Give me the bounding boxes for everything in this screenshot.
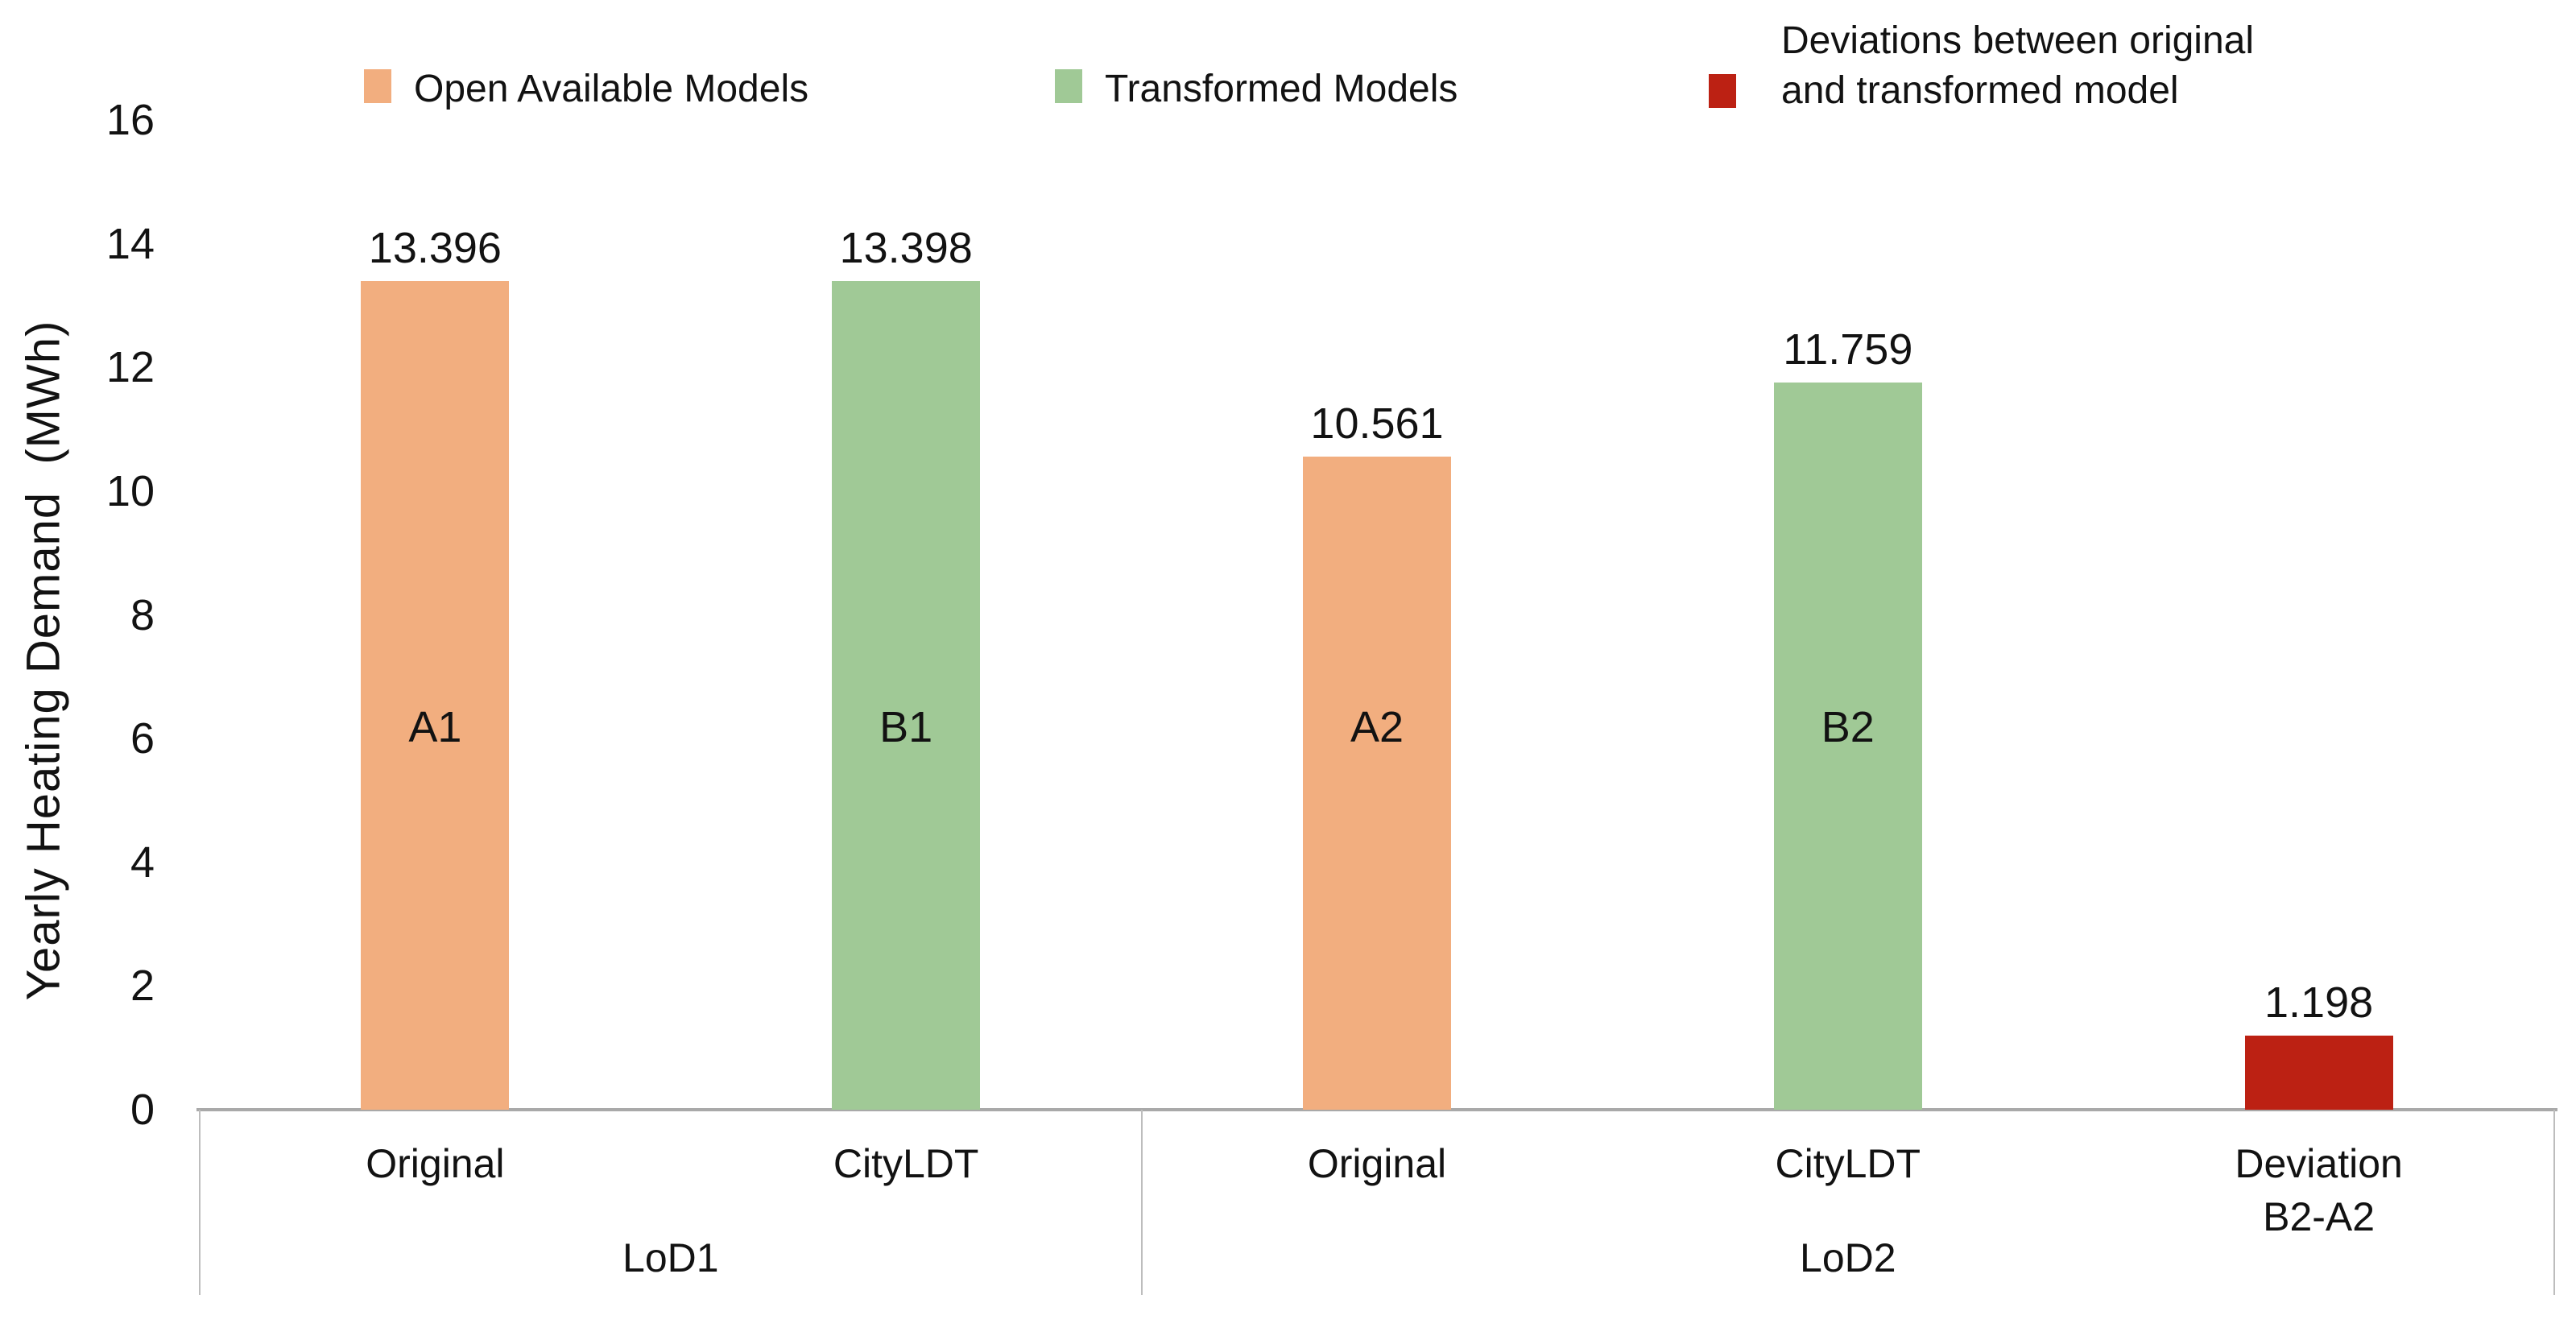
- bar-A1: [361, 281, 510, 1110]
- group-label-lod2: LoD2: [1800, 1235, 1896, 1280]
- category-label: Deviation B2-A2: [2235, 1141, 2403, 1239]
- bar-inner-label: A2: [1350, 703, 1404, 751]
- legend-label-open-available: Open Available Models: [414, 68, 809, 110]
- y-tick-label: 16: [105, 96, 155, 144]
- y-tick-label: 0: [130, 1086, 155, 1134]
- bar-value-label: 10.561: [1310, 399, 1444, 448]
- bar-inner-label: B1: [879, 703, 933, 751]
- bar-value-label: 13.398: [839, 223, 973, 272]
- group-divider: [1140, 1110, 1143, 1295]
- y-axis-title: Yearly Heating Demand (MWh): [17, 320, 70, 1001]
- bar-A2: [1303, 456, 1451, 1110]
- group-divider: [199, 1110, 201, 1295]
- bar-B1: [832, 280, 981, 1110]
- x-axis-line: [196, 1108, 2557, 1111]
- bar-value-label: 11.759: [1783, 325, 1913, 374]
- bar-B2: [1773, 382, 1922, 1110]
- legend-swatch-deviations: [1709, 74, 1736, 108]
- y-tick-label: 2: [130, 962, 155, 1011]
- category-label: CityLDT: [1775, 1141, 1921, 1186]
- y-tick-label: 10: [105, 466, 155, 515]
- y-tick-label: 12: [105, 343, 155, 392]
- bar-value-label: 13.396: [368, 224, 502, 273]
- legend-label-deviations: Deviations between original and transfor…: [1781, 19, 2255, 112]
- group-label-lod1: LoD1: [622, 1235, 719, 1280]
- bar-deviation: [2244, 1035, 2393, 1110]
- category-label: Original: [1307, 1141, 1447, 1186]
- legend-swatch-transformed: [1055, 69, 1082, 103]
- bar-inner-label: A1: [408, 703, 462, 751]
- category-label: CityLDT: [833, 1141, 979, 1186]
- category-label: Original: [366, 1141, 505, 1186]
- bar-value-label: 1.198: [2264, 978, 2374, 1027]
- legend-swatch-open-available: [364, 69, 391, 103]
- y-tick-label: 14: [105, 219, 155, 268]
- legend-label-transformed: Transformed Models: [1105, 68, 1458, 110]
- y-tick-label: 8: [130, 590, 155, 639]
- bar-inner-label: B2: [1821, 703, 1875, 751]
- group-divider: [2553, 1110, 2555, 1295]
- y-tick-label: 4: [130, 838, 155, 887]
- y-tick-label: 6: [130, 714, 155, 763]
